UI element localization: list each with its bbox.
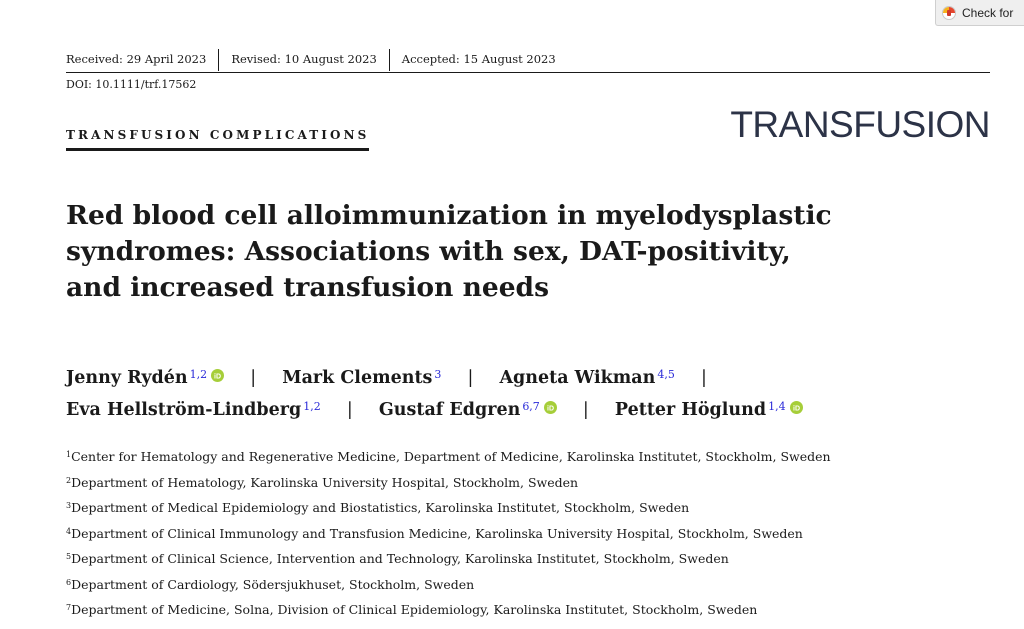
author-name[interactable]: Mark Clements xyxy=(282,368,433,388)
orcid-icon[interactable]: iD xyxy=(789,401,803,414)
author-name[interactable]: Jenny Rydén xyxy=(66,368,188,388)
journal-logo: TRANSFUSION xyxy=(730,104,990,145)
svg-text:iD: iD xyxy=(547,406,554,413)
affiliation-text: Department of Clinical Science, Interven… xyxy=(71,551,729,566)
affiliation-text: Department of Clinical Immunology and Tr… xyxy=(71,525,803,541)
author-affiliation-ref[interactable]: 1,2 xyxy=(303,400,321,413)
affiliation-item: 4Department of Clinical Immunology and T… xyxy=(66,521,831,547)
affiliation-item: 7Department of Medicine, Solna, Division… xyxy=(66,597,831,623)
check-for-label: Check for xyxy=(962,5,1014,20)
accepted-date: Accepted: 15 August 2023 xyxy=(401,52,556,66)
affiliation-item: 6Department of Cardiology, Södersjukhuse… xyxy=(66,572,831,598)
article-dates: Received: 29 April 2023 Revised: 10 Augu… xyxy=(66,49,990,73)
svg-text:iD: iD xyxy=(214,374,221,381)
author-name[interactable]: Eva Hellström-Lindberg xyxy=(66,400,302,420)
check-for-updates-badge[interactable]: Check for xyxy=(935,0,1024,26)
orcid-icon[interactable]: iD xyxy=(211,369,225,382)
author-affiliation-ref[interactable]: 4,5 xyxy=(657,368,675,381)
affiliation-item: 5Department of Clinical Science, Interve… xyxy=(66,546,831,572)
author-affiliation-ref[interactable]: 1,2 xyxy=(189,368,208,381)
affiliation-list: 1Center for Hematology and Regenerative … xyxy=(66,444,831,623)
affiliation-number: 6 xyxy=(66,577,72,587)
affiliation-number: 7 xyxy=(66,603,72,612)
affiliation-number: 2 xyxy=(66,475,72,485)
author-separator: | xyxy=(250,368,257,388)
author-separator: | xyxy=(700,368,707,388)
affiliation-text: Department of Cardiology, Södersjukhuset… xyxy=(71,576,475,592)
affiliation-number: 5 xyxy=(66,552,72,561)
author-line: Jenny Rydén 1,2 iD | Mark Clements 3 | Agne… xyxy=(66,362,966,394)
author-separator: | xyxy=(346,400,353,420)
svg-text:iD: iD xyxy=(793,406,800,413)
affiliation-number: 4 xyxy=(66,526,72,536)
revised-date: Revised: 10 August 2023 xyxy=(231,52,377,66)
affiliation-number: 1 xyxy=(66,450,72,459)
article-title: Red blood cell alloimmunization in myelo… xyxy=(66,198,886,306)
affiliation-item: 1Center for Hematology and Regenerative … xyxy=(66,444,831,470)
affiliation-text: Department of Medicine, Solna, Division … xyxy=(71,602,758,617)
author-name[interactable]: Gustaf Edgren xyxy=(378,400,521,420)
title-line: Red blood cell alloimmunization in myelo… xyxy=(66,200,832,231)
doi[interactable]: DOI: 10.1111/trf.17562 xyxy=(66,78,197,91)
author-name[interactable]: Petter Höglund xyxy=(614,400,767,420)
received-date: Received: 29 April 2023 xyxy=(66,52,207,66)
affiliation-text: Department of Medical Epidemiology and B… xyxy=(71,500,690,515)
author-affiliation-ref[interactable]: 6,7 xyxy=(522,400,540,413)
author-list: Jenny Rydén 1,2 iD | Mark Clements 3 | Agne… xyxy=(66,362,966,426)
date-divider xyxy=(218,49,220,71)
author-separator: | xyxy=(467,368,474,388)
author-name[interactable]: Agneta Wikman xyxy=(499,368,656,388)
title-line: syndromes: Associations with sex, DAT-po… xyxy=(66,236,791,267)
author-separator: | xyxy=(582,400,589,420)
affiliation-number: 3 xyxy=(66,501,72,510)
author-affiliation-ref[interactable]: 3 xyxy=(434,368,442,381)
author-affiliation-ref[interactable]: 1,4 xyxy=(768,400,786,413)
date-divider xyxy=(388,49,390,71)
affiliation-text: Center for Hematology and Regenerative M… xyxy=(71,449,831,464)
author-line: Eva Hellström-Lindberg 1,2 | Gustaf Edgre… xyxy=(66,394,966,426)
affiliation-item: 3Department of Medical Epidemiology and … xyxy=(66,495,831,521)
affiliation-item: 2Department of Hematology, Karolinska Un… xyxy=(66,470,831,496)
crossmark-icon xyxy=(942,5,956,20)
title-line: and increased transfusion needs xyxy=(66,272,550,303)
affiliation-text: Department of Hematology, Karolinska Uni… xyxy=(71,474,579,490)
orcid-icon[interactable]: iD xyxy=(543,401,557,414)
article-category: TRANSFUSION COMPLICATIONS xyxy=(66,128,370,151)
